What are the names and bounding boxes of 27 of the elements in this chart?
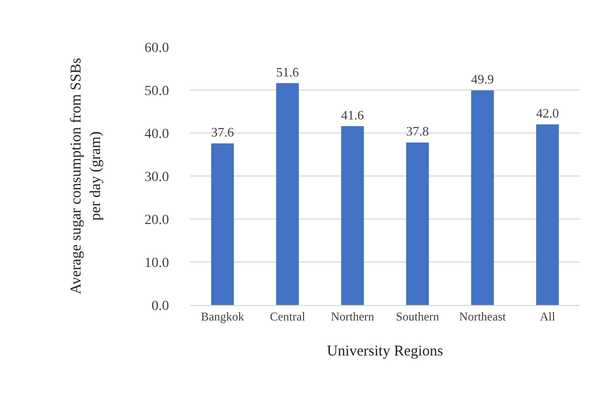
bar (276, 83, 299, 305)
y-tick-label: 0.0 (152, 298, 169, 314)
x-tick-label: Northern (330, 309, 374, 324)
y-tick-label: 20.0 (144, 212, 169, 228)
x-tick-label: Southern (396, 309, 440, 324)
x-tick-label: Northeast (459, 309, 506, 324)
data-label: 37.8 (406, 124, 429, 139)
y-tick-label: 30.0 (144, 170, 169, 185)
data-label: 49.9 (471, 72, 494, 87)
y-axis-title: Average sugar consumption from SSBs per day (gram) (68, 58, 104, 294)
data-label: 51.6 (276, 64, 300, 80)
x-tick-label: Bangkok (200, 309, 244, 324)
x-tick-label: Central (270, 309, 306, 324)
y-tick-label: 10.0 (144, 256, 169, 271)
bar (406, 142, 429, 305)
y-tick-label: 60.0 (144, 40, 169, 56)
y-tick-label: 50.0 (144, 84, 169, 99)
x-axis-title: University Regions (326, 343, 444, 360)
data-label: 37.6 (211, 124, 234, 140)
data-label: 41.6 (341, 107, 364, 122)
data-label: 42.0 (536, 106, 559, 121)
y-tick-label: 40.0 (144, 126, 169, 142)
bar (211, 143, 234, 305)
bar (471, 90, 494, 305)
x-tick-label: All (540, 309, 556, 324)
bar (536, 124, 559, 305)
bar (341, 126, 364, 305)
